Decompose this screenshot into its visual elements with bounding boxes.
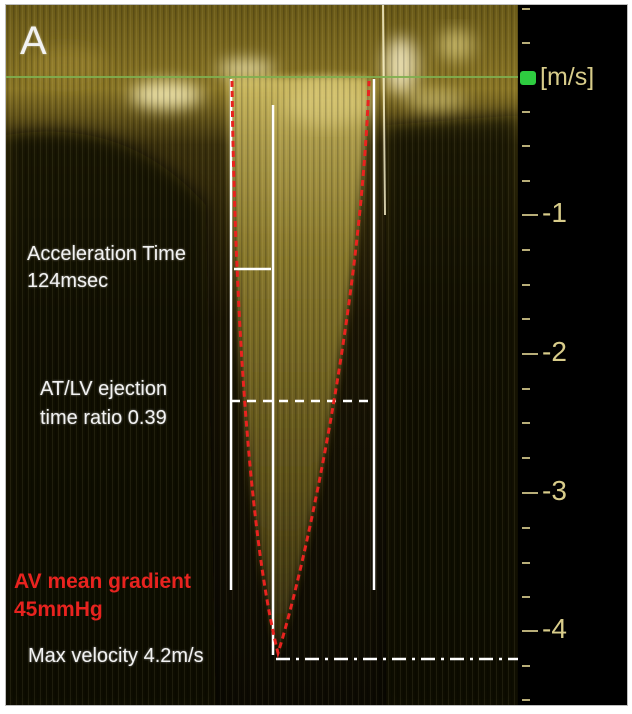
at-lv-ratio-annotation: AT/LV ejection time ratio 0.39: [40, 375, 167, 433]
doppler-figure-panel: A Acceleration Time 124msec AT/LV ejecti…: [5, 4, 628, 706]
measurement-lines: [229, 79, 518, 661]
velocity-scale: [m/s] -1 -2 -3 -4: [518, 5, 627, 705]
max-velocity-annotation: Max velocity 4.2m/s: [28, 645, 204, 667]
mean-gradient-label: AV mean gradient: [14, 570, 191, 593]
mean-gradient-annotation: AV mean gradient 45mmHg: [14, 568, 191, 624]
at-lv-ratio-label: AT/LV ejection: [40, 378, 168, 400]
at-lv-ratio-value: time ratio 0.39: [40, 407, 167, 429]
tick-label-minus-2: -2: [542, 336, 567, 367]
acceleration-time-label: Acceleration Time: [27, 243, 186, 265]
acceleration-time-annotation: Acceleration Time 124msec: [27, 241, 186, 295]
tick-label-minus-1: -1: [542, 197, 567, 228]
baseline-marker-icon: [520, 71, 536, 85]
velocity-envelope-trace: [230, 80, 371, 659]
doppler-spectrum: [6, 5, 518, 705]
scale-unit-label: [m/s]: [540, 63, 595, 91]
tick-label-minus-4: -4: [542, 613, 567, 644]
mean-gradient-value: 45mmHg: [14, 598, 103, 621]
panel-label: A: [20, 19, 47, 63]
acceleration-time-value: 124msec: [27, 270, 109, 292]
scale-ticks: [520, 8, 538, 701]
tick-label-minus-3: -3: [542, 475, 567, 506]
